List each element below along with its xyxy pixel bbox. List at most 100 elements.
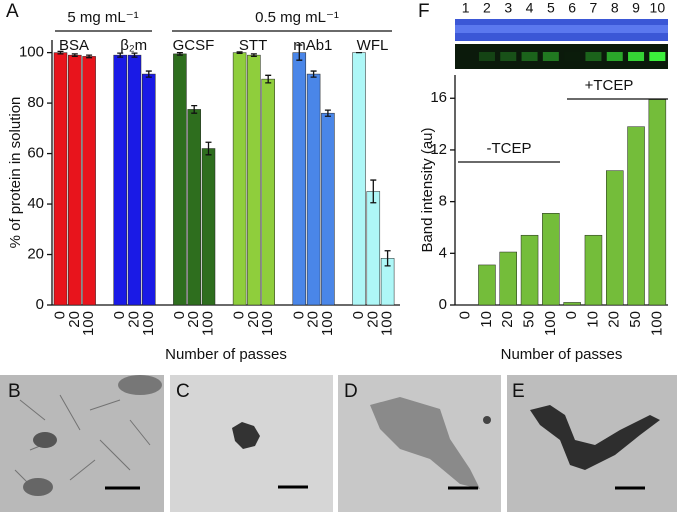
x-tick-label: 100 (319, 311, 336, 336)
annotation: 0.5 mg mL⁻¹ (255, 9, 339, 26)
x-tick-label: 0 (457, 311, 474, 319)
error-bar (71, 53, 78, 58)
x-tick-label: 0 (111, 311, 128, 319)
x-tick-label: 10 (584, 311, 601, 328)
x-tick-label: 20 (66, 311, 83, 328)
bar (127, 54, 142, 306)
x-tick-label: 10 (478, 311, 495, 328)
group-label: β₂m (120, 37, 147, 54)
bar (142, 73, 156, 306)
bar (82, 56, 96, 306)
x-tick-label: 100 (80, 311, 97, 336)
bar (201, 148, 216, 306)
panel-label: A (6, 1, 19, 22)
error-bar (265, 74, 272, 84)
bar (520, 234, 539, 306)
lane-label: 5 (547, 0, 555, 16)
y-axis-label: % of protein in solution (7, 97, 24, 249)
y-tick-label: 16 (430, 89, 447, 106)
x-tick-label: 100 (542, 311, 559, 336)
x-tick-label: 100 (648, 311, 665, 336)
y-tick-label: 40 (27, 195, 44, 212)
bar (648, 99, 667, 306)
panel-label: F (418, 1, 430, 22)
x-axis-label: Number of passes (165, 346, 287, 363)
group-label: GCSF (173, 37, 215, 54)
x-tick-label: 50 (627, 311, 644, 328)
x-tick-label: 0 (350, 311, 367, 319)
panel-label: B (8, 381, 21, 402)
error-bar (296, 44, 303, 61)
x-tick-label: 100 (199, 311, 216, 336)
y-tick-label: 8 (439, 193, 447, 210)
x-tick-label: 20 (245, 311, 262, 328)
bar (321, 112, 335, 306)
bar (232, 52, 247, 306)
x-tick-label: 20 (364, 311, 381, 328)
annotation: 5 mg mL⁻¹ (67, 9, 138, 26)
lane-label: 9 (632, 0, 640, 16)
x-tick-label: 0 (51, 311, 68, 319)
x-tick-label: 20 (125, 311, 142, 328)
lane-label: 1 (462, 0, 470, 16)
gel-band (649, 52, 666, 61)
y-tick-label: 12 (430, 141, 447, 158)
gel-band (478, 52, 495, 61)
y-tick-label: 0 (36, 296, 44, 313)
x-tick-label: 50 (521, 311, 538, 328)
lane-label: 10 (650, 0, 666, 16)
x-tick-label: 100 (379, 311, 396, 336)
micrograph-e (507, 375, 677, 512)
bar (478, 264, 496, 306)
x-axis-label: Number of passes (501, 346, 623, 363)
group-label: mAb1 (293, 37, 332, 54)
bar (173, 53, 187, 306)
y-tick-label: 80 (27, 94, 44, 111)
gel-band (585, 52, 602, 61)
x-tick-label: 20 (606, 311, 623, 328)
error-bar (205, 141, 212, 156)
error-bar (250, 53, 257, 58)
y-axis-label: Band intensity (au) (419, 127, 436, 252)
x-tick-label: 100 (140, 311, 157, 336)
error-bar (370, 179, 377, 204)
lane-label: 4 (526, 0, 534, 16)
bar (542, 213, 560, 306)
bar (113, 54, 127, 306)
error-bar (145, 70, 152, 78)
y-tick-label: 4 (439, 244, 447, 261)
x-tick-label: 20 (185, 311, 202, 328)
panel-label: D (344, 381, 358, 402)
error-bar (324, 109, 331, 117)
error-bar (191, 104, 198, 114)
panel-label: E (512, 381, 525, 402)
gel-band (564, 52, 580, 61)
panel-labels: A F B C D E (6, 1, 525, 402)
bar (563, 302, 581, 306)
y-tick-label: 100 (19, 44, 44, 61)
bar (306, 73, 321, 306)
panel-label: C (176, 381, 190, 402)
gel-band (628, 52, 645, 61)
x-tick-label: 0 (563, 311, 580, 319)
bar (247, 54, 261, 306)
bar (606, 170, 624, 306)
bar (366, 191, 381, 306)
error-bar (236, 51, 243, 55)
error-bar (176, 51, 183, 56)
gel-blue-band (455, 25, 668, 33)
error-bar (310, 70, 317, 78)
gel-band (542, 52, 559, 61)
bar (187, 109, 201, 306)
error-bar (117, 52, 124, 58)
bar (292, 52, 307, 306)
annotation: -TCEP (487, 140, 532, 157)
y-tick-label: 60 (27, 145, 44, 162)
lane-label: 2 (483, 0, 491, 16)
bar (261, 78, 275, 306)
y-tick-label: 0 (439, 296, 447, 313)
y-tick-label: 20 (27, 245, 44, 262)
x-tick-label: 0 (290, 311, 307, 319)
annotation: +TCEP (585, 77, 634, 94)
